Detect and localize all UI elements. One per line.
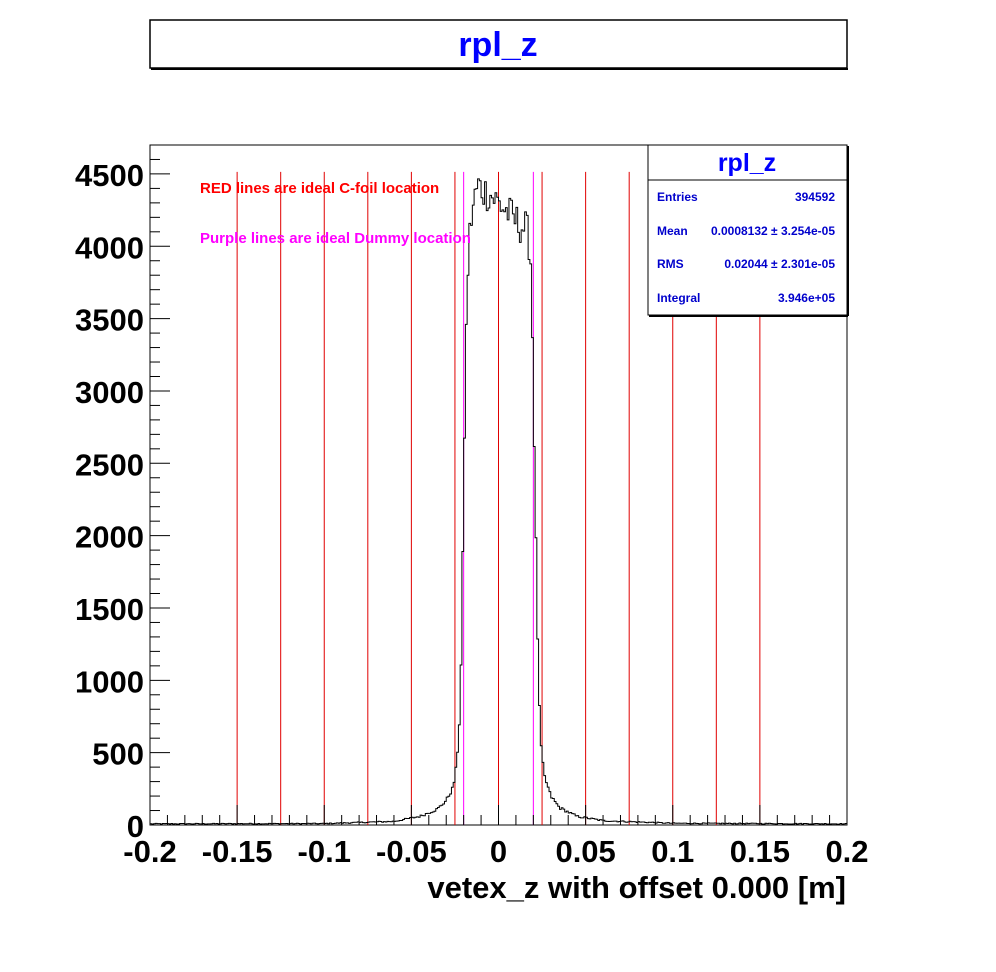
y-tick-label: 1000: [75, 664, 144, 699]
stats-rms-label: RMS: [657, 257, 684, 271]
x-axis-label: vetex_z with offset 0.000 [m]: [427, 870, 846, 905]
x-tick-label: 0.05: [555, 834, 615, 869]
x-tick-label: -0.15: [202, 834, 273, 869]
histogram-group: [150, 178, 847, 825]
y-tick-label: 3500: [75, 303, 144, 338]
stats-title: rpl_z: [718, 149, 776, 177]
y-tick-label: 1500: [75, 592, 144, 627]
x-axis: -0.2 -0.15 -0.1 -0.05 0 0.05 0.1 0.15 0.2: [123, 805, 869, 869]
title-box: rpl_z: [149, 19, 848, 70]
y-tick-label: 3000: [75, 375, 144, 410]
stats-entries-label: Entries: [657, 190, 698, 204]
stats-entries-value: 394592: [795, 190, 835, 204]
x-tick-label: 0: [490, 834, 507, 869]
histogram-line: [150, 178, 847, 825]
x-tick-label: -0.2: [123, 834, 176, 869]
stats-box: rpl_z Entries 394592 Mean 0.0008132 ± 3.…: [647, 144, 849, 317]
chart-title: rpl_z: [458, 26, 537, 64]
stats-integral-label: Integral: [657, 291, 700, 305]
stats-mean-label: Mean: [657, 224, 688, 238]
x-tick-label: 0.15: [730, 834, 790, 869]
y-tick-label: 2000: [75, 520, 144, 555]
y-axis: 0 500 1000 1500 2000 2500 3000 3500 4000 4500: [75, 144, 170, 844]
red-lines-annotation: RED lines are ideal C-foil location: [200, 180, 439, 197]
stats-integral-value: 3.946e+05: [778, 291, 835, 305]
y-tick-label: 4500: [75, 158, 144, 193]
y-tick-label: 2500: [75, 447, 144, 482]
y-tick-label: 4000: [75, 230, 144, 265]
y-tick-label: 500: [92, 737, 144, 772]
x-tick-label: 0.2: [825, 834, 868, 869]
stats-rms-value: 0.02044 ± 2.301e-05: [724, 257, 835, 271]
stats-mean-value: 0.0008132 ± 3.254e-05: [711, 224, 835, 238]
x-tick-label: -0.05: [376, 834, 447, 869]
y-tick-label: 0: [127, 809, 144, 844]
x-tick-label: -0.1: [298, 834, 351, 869]
x-tick-label: 0.1: [651, 834, 694, 869]
purple-lines-annotation: Purple lines are ideal Dummy location: [200, 230, 471, 247]
